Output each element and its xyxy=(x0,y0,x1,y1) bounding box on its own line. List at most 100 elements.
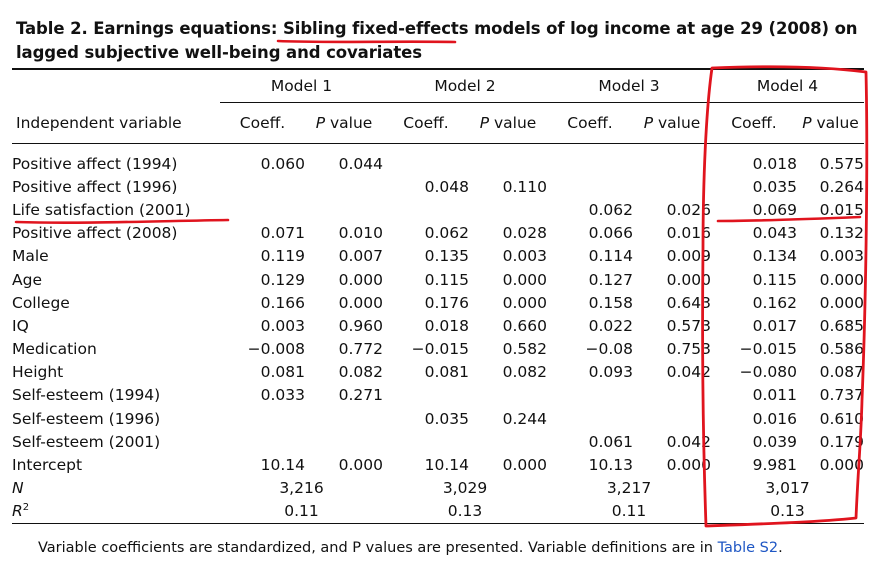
row-label: Positive affect (1994) xyxy=(12,154,178,173)
row-label: Self-esteem (1996) xyxy=(12,409,161,428)
table-row: Life satisfaction (2001) 0.062 0.026 0.069 0… xyxy=(12,198,864,221)
coeff-cell: 0.011 xyxy=(752,386,797,405)
coeff-cell xyxy=(220,198,305,221)
coeff-cell: 0.127 xyxy=(588,270,633,289)
model-1-header: Model 1 xyxy=(220,70,383,103)
coeff-cell xyxy=(220,175,305,198)
coeff-cell: 0.003 xyxy=(260,316,305,335)
p-value-cell: 0.042 xyxy=(666,363,711,382)
p-value-cell xyxy=(469,430,547,453)
coeff-cell: 0.018 xyxy=(424,316,469,335)
coeff-cell: 0.135 xyxy=(424,247,469,266)
p-value-cell: 0.082 xyxy=(338,363,383,382)
p-value-cell: 0.582 xyxy=(502,340,547,359)
r-squared-value: 0.11 xyxy=(220,499,383,524)
coeff-cell: 0.018 xyxy=(752,154,797,173)
table-row: Medication −0.008 0.772 −0.015 0.582 −0.08 0.7… xyxy=(12,338,864,361)
table-s2-link[interactable]: Table S2 xyxy=(717,540,779,556)
table-row: IQ 0.003 0.960 0.018 0.660 0.022 0.573 0.017 0.6… xyxy=(12,314,864,337)
p-value-cell: 0.586 xyxy=(819,340,864,359)
title-rest: models of log income at age 29 (2008) on… xyxy=(16,19,858,62)
p-value-cell: 0.643 xyxy=(666,293,711,312)
coeff-cell: 0.115 xyxy=(752,270,797,289)
row-label: Positive affect (2008) xyxy=(12,224,178,243)
coeff-cell: 0.069 xyxy=(752,200,797,219)
coeff-cell: 0.035 xyxy=(752,177,797,196)
coeff-cell: 0.017 xyxy=(752,316,797,335)
coeff-cell: 9.981 xyxy=(752,456,797,475)
p-value-cell: 0.772 xyxy=(338,340,383,359)
p-value-cell: 0.000 xyxy=(666,456,711,475)
footnote-text: Variable coefficients are standardized, … xyxy=(38,540,718,556)
column-header-row: Independent variable Coeff. P value Coef… xyxy=(12,103,864,144)
row-label: Positive affect (1996) xyxy=(12,177,178,196)
p-value-cell: 0.132 xyxy=(819,224,864,243)
coeff-cell: 0.033 xyxy=(260,386,305,405)
r-squared-row: R2 0.11 0.13 0.11 0.13 xyxy=(12,499,864,524)
p-value-cell: 0.000 xyxy=(666,270,711,289)
model-3-header: Model 3 xyxy=(547,70,711,103)
p-value-cell xyxy=(633,384,711,407)
p-value-cell: 0.179 xyxy=(819,432,864,451)
coeff-cell: −0.008 xyxy=(247,340,305,359)
coeff-header: Coeff. xyxy=(567,114,613,132)
table-row: Self-esteem (2001) 0.061 0.042 0.039 0.179 xyxy=(12,430,864,453)
row-label: Self-esteem (1994) xyxy=(12,386,161,405)
p-value-cell: 0.028 xyxy=(502,224,547,243)
n-row: N 3,216 3,029 3,217 3,017 xyxy=(12,477,864,500)
p-value-cell: 0.000 xyxy=(338,270,383,289)
coeff-cell: 0.081 xyxy=(424,363,469,382)
p-value-cell: 0.026 xyxy=(666,200,711,219)
p-value-cell: 0.000 xyxy=(502,270,547,289)
p-value-cell: 0.000 xyxy=(338,456,383,475)
coeff-cell: 0.081 xyxy=(260,363,305,382)
row-label: Self-esteem (2001) xyxy=(12,432,161,451)
coeff-cell: 0.060 xyxy=(260,154,305,173)
p-value-cell: 0.110 xyxy=(502,177,547,196)
n-label: N xyxy=(12,479,24,498)
p-value-cell xyxy=(305,430,383,453)
p-value-cell xyxy=(469,384,547,407)
coeff-cell: 0.134 xyxy=(752,247,797,266)
coeff-header: Coeff. xyxy=(731,114,777,132)
coeff-cell: 0.062 xyxy=(424,224,469,243)
p-value-cell: 0.000 xyxy=(819,270,864,289)
coeff-cell: 10.13 xyxy=(588,456,633,475)
table-row: Positive affect (1996) 0.048 0.110 0.035 0.2… xyxy=(12,175,864,198)
row-label: Height xyxy=(12,363,64,382)
model-header-row: Model 1 Model 2 Model 3 Model 4 xyxy=(12,70,864,103)
footnote-end: . xyxy=(778,540,783,556)
p-value-cell xyxy=(633,175,711,198)
p-value-cell: 0.044 xyxy=(338,154,383,173)
table-footnote: Variable coefficients are standardized, … xyxy=(38,540,783,556)
p-value-header: P value xyxy=(643,114,701,132)
p-value-cell: 0.575 xyxy=(819,154,864,173)
table-row: Self-esteem (1996) 0.035 0.244 0.016 0.610 xyxy=(12,407,864,430)
n-value: 3,217 xyxy=(606,479,652,498)
p-value-cell xyxy=(305,175,383,198)
model-4-header: Model 4 xyxy=(711,70,864,103)
p-value-cell: 0.244 xyxy=(502,409,547,428)
table-title: Table 2. Earnings equations: Sibling fix… xyxy=(16,17,866,65)
p-value-cell: 0.087 xyxy=(819,363,864,382)
p-value-cell: 0.753 xyxy=(666,340,711,359)
p-value-cell: 0.000 xyxy=(502,456,547,475)
title-lead: Table 2. Earnings equations: xyxy=(16,19,283,38)
coeff-header: Coeff. xyxy=(403,114,449,132)
table-row: Positive affect (1994) 0.060 0.044 0.018 0.5… xyxy=(12,152,864,175)
p-value-cell: 0.737 xyxy=(819,386,864,405)
coeff-cell: 10.14 xyxy=(424,456,469,475)
coeff-cell: −0.08 xyxy=(585,340,634,359)
row-label: Medication xyxy=(12,340,97,359)
p-value-cell: 0.660 xyxy=(502,316,547,335)
coeff-header: Coeff. xyxy=(239,114,286,132)
p-value-cell xyxy=(469,152,547,175)
p-value-cell: 0.003 xyxy=(819,247,864,266)
p-value-cell xyxy=(469,198,547,221)
table-row: Intercept 10.14 0.000 10.14 0.000 10.13 0.000 9… xyxy=(12,453,864,476)
p-value-header: P value xyxy=(479,114,537,132)
p-value-cell: 0.610 xyxy=(819,409,864,428)
p-value-cell: 0.271 xyxy=(338,386,383,405)
p-value-cell: 0.960 xyxy=(338,316,383,335)
p-value-cell: 0.042 xyxy=(666,432,711,451)
